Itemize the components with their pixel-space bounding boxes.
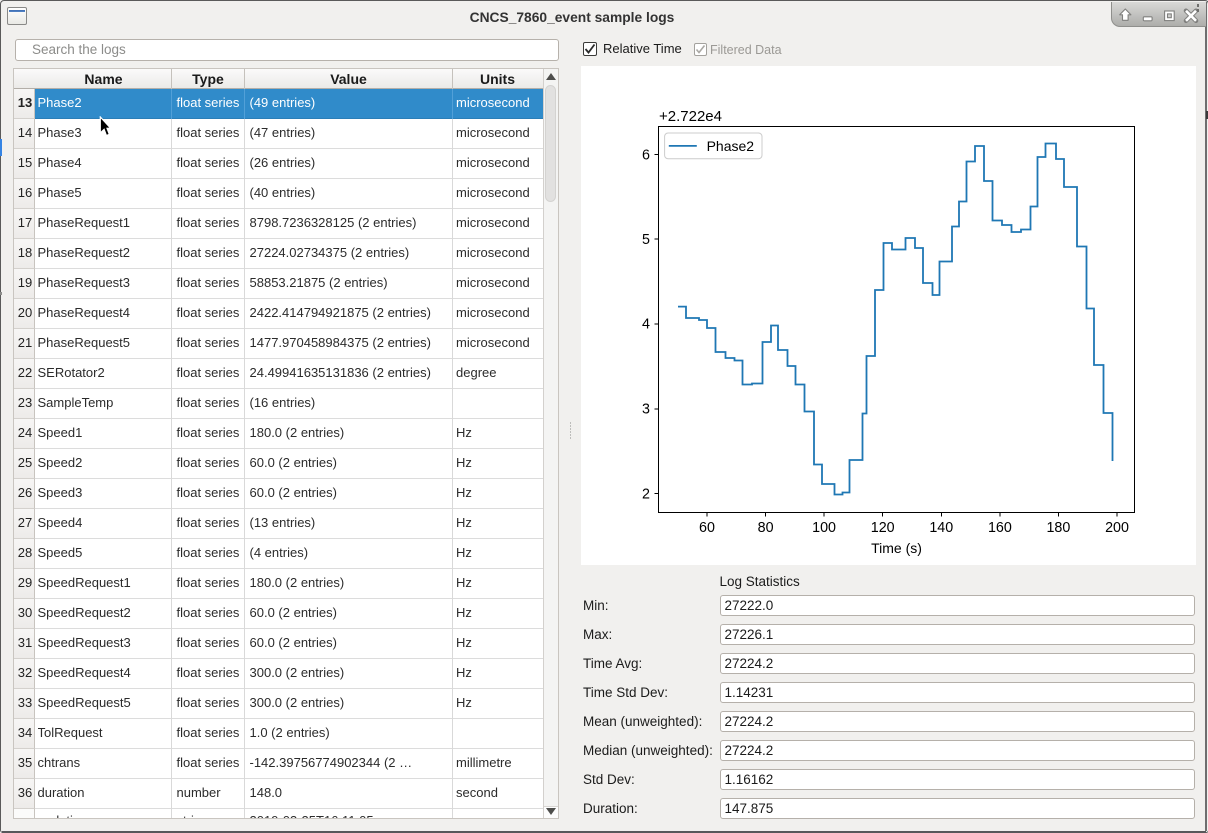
svg-text:120: 120: [871, 520, 895, 536]
svg-text:200: 200: [1105, 520, 1129, 536]
svg-text:6: 6: [642, 147, 650, 163]
svg-text:Phase2: Phase2: [707, 138, 755, 154]
svg-text:Time (s): Time (s): [871, 540, 922, 556]
svg-text:180: 180: [1046, 520, 1070, 536]
svg-text:3: 3: [642, 402, 650, 418]
svg-text:4: 4: [642, 317, 650, 333]
svg-text:+2.722e4: +2.722e4: [659, 108, 722, 125]
svg-text:5: 5: [642, 232, 650, 248]
svg-text:140: 140: [929, 520, 953, 536]
svg-text:100: 100: [812, 520, 836, 536]
svg-text:80: 80: [758, 520, 774, 536]
svg-text:60: 60: [699, 520, 715, 536]
svg-text:160: 160: [988, 520, 1012, 536]
svg-text:2: 2: [642, 486, 650, 502]
